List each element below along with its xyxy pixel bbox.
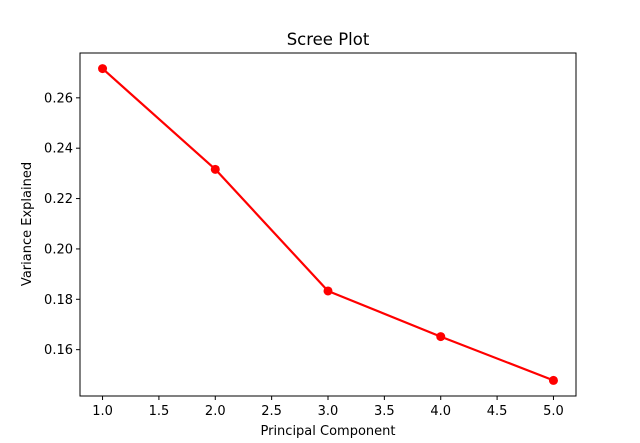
data-point [210, 164, 220, 174]
y-tick-label: 0.22 [44, 192, 73, 207]
x-tick-label: 5.0 [543, 404, 564, 419]
x-tick-label: 2.0 [205, 404, 226, 419]
data-point [436, 332, 446, 342]
data-point [548, 375, 558, 385]
data-point [98, 64, 108, 74]
y-tick-label: 0.20 [44, 242, 73, 257]
axes-frame [79, 52, 577, 397]
x-tick-label: 3.5 [374, 404, 395, 419]
x-axis-title: Principal Component [260, 424, 395, 439]
x-tick-label: 1.5 [149, 404, 170, 419]
y-tick-label: 0.26 [44, 91, 73, 106]
chart-title: Scree Plot [287, 30, 370, 49]
y-axis-title: Variance Explained [20, 162, 35, 286]
x-tick-label: 2.5 [261, 404, 282, 419]
x-tick-label: 4.5 [487, 404, 508, 419]
data-point [323, 286, 333, 296]
x-tick-label: 1.0 [92, 404, 113, 419]
x-tick-label: 4.0 [430, 404, 451, 419]
y-tick-label: 0.16 [44, 343, 73, 358]
plot-area: 1.0 1.5 2.0 2.5 3.0 3.5 4.0 4.5 5.0 0.16 0.18 0.20 0… [44, 52, 577, 419]
x-tick-label: 3.0 [318, 404, 339, 419]
y-tick-label: 0.18 [44, 293, 73, 308]
series-line [101, 67, 554, 382]
y-tick-label: 0.24 [44, 142, 73, 157]
